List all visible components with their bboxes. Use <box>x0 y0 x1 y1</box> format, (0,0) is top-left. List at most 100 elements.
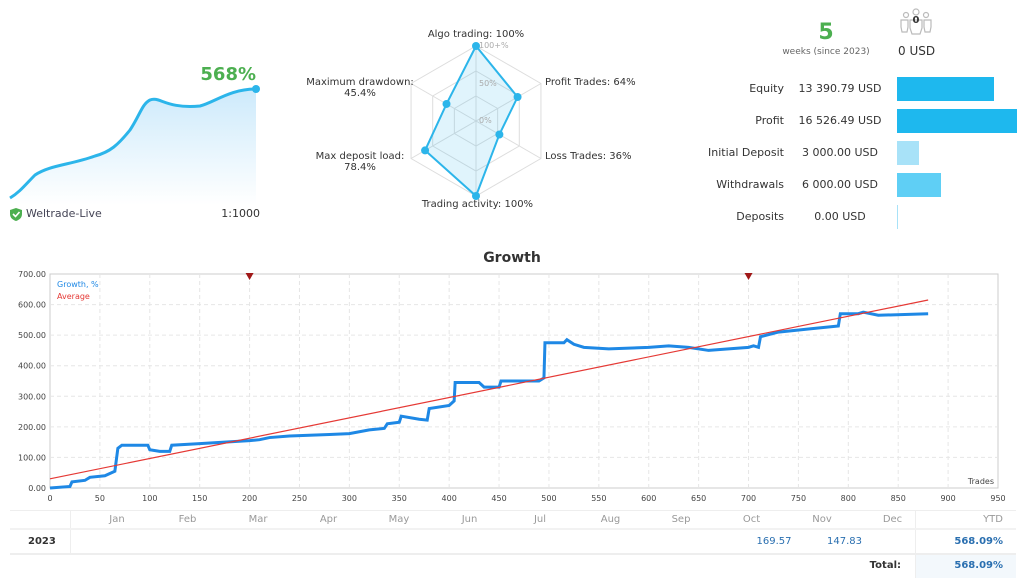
month-header: Sep <box>671 514 691 525</box>
stat-bar <box>897 205 898 229</box>
growth-percent: 568% <box>200 64 256 85</box>
x-tick-label: 750 <box>791 494 806 503</box>
month-header: Jan <box>109 514 125 525</box>
month-header: Mar <box>248 514 268 525</box>
radar-label-loss: Loss Trades: 36% <box>545 151 632 162</box>
x-axis-label: Trades <box>967 477 994 486</box>
total-label: Total: <box>869 560 901 571</box>
chart-title: Growth <box>483 250 541 266</box>
x-tick-label: 50 <box>95 494 105 503</box>
x-tick-label: 700 <box>741 494 756 503</box>
y-tick-label: 300.00 <box>18 392 46 401</box>
mini-growth-chart <box>9 85 260 205</box>
radar-axis <box>475 83 542 122</box>
radar-point <box>513 93 522 101</box>
y-tick-label: 200.00 <box>18 423 46 432</box>
series-line-growth <box>49 310 929 490</box>
month-header: May <box>388 514 410 525</box>
stat-bar <box>897 109 1017 133</box>
verified-shield-icon <box>10 208 22 221</box>
radar-point <box>472 42 480 50</box>
ytd-header: YTD <box>983 514 1003 525</box>
row-year: 2023 <box>28 536 56 547</box>
radar-label-drawdown: Maximum drawdown: 45.4% <box>306 77 414 99</box>
weeks-count: 5 <box>818 20 834 45</box>
x-tick-label: 350 <box>392 494 407 503</box>
stat-value: 0.00 USD <box>814 210 866 223</box>
month-header: Jul <box>533 514 547 525</box>
stat-bar <box>897 77 995 101</box>
event-marker <box>245 273 254 280</box>
subscribers-funds: 0 USD <box>898 44 936 58</box>
x-tick-label: 100 <box>142 494 157 503</box>
radar-label-deposit-load: Max deposit load: 78.4% <box>315 151 405 173</box>
radar-point <box>442 99 451 108</box>
stat-label: Withdrawals <box>716 178 784 191</box>
x-tick-label: 450 <box>491 494 506 503</box>
legend-entry: Average <box>57 292 90 301</box>
month-header: Dec <box>882 514 903 525</box>
radar-shape <box>423 44 519 198</box>
event-marker <box>744 273 753 280</box>
stat-label: Profit <box>755 114 784 127</box>
broker-link[interactable]: Weltrade-Live <box>26 207 102 220</box>
x-tick-label: 500 <box>541 494 556 503</box>
stat-bar <box>897 141 919 165</box>
radar-label-profit: Profit Trades: 64% <box>545 77 636 88</box>
x-tick-label: 250 <box>292 494 307 503</box>
stat-value: 13 390.79 USD <box>798 82 882 95</box>
month-header: Nov <box>812 514 832 525</box>
month-header: Aug <box>600 514 621 525</box>
radar-chart <box>410 42 542 200</box>
x-tick-label: 0 <box>47 494 52 503</box>
month-value[interactable]: 147.83 <box>827 536 862 547</box>
month-value[interactable]: 169.57 <box>756 536 792 547</box>
month-header: Feb <box>178 514 197 525</box>
subscribers-count: 0 <box>912 15 920 26</box>
stat-value: 3 000.00 USD <box>802 146 878 159</box>
stat-label: Equity <box>749 82 784 95</box>
month-header: Oct <box>742 514 761 525</box>
leverage: 1:1000 <box>221 207 260 220</box>
y-tick-label: 500.00 <box>18 331 46 340</box>
y-tick-label: 100.00 <box>18 453 46 462</box>
x-tick-label: 650 <box>691 494 706 503</box>
x-tick-label: 600 <box>641 494 656 503</box>
month-header: Apr <box>319 514 338 525</box>
growth-chart: 0 50 100 150 200 250 300 350 400 450 500 550 600 650 7… <box>18 270 1006 503</box>
total-value: 568.09% <box>954 560 1003 571</box>
radar-tick: 100+% <box>479 41 509 50</box>
radar-tick: 0% <box>479 116 492 125</box>
stat-bar <box>897 173 941 197</box>
series-line-average <box>49 299 929 480</box>
x-tick-label: 900 <box>940 494 955 503</box>
radar-label-algo: Algo trading: 100% <box>427 29 525 40</box>
radar-point <box>472 192 480 200</box>
y-tick-label: 600.00 <box>18 301 46 310</box>
stat-value: 16 526.49 USD <box>798 114 882 127</box>
y-tick-label: 700.00 <box>18 270 46 279</box>
x-tick-label: 800 <box>841 494 856 503</box>
y-tick-label: 400.00 <box>18 362 46 371</box>
row-ytd: 568.09% <box>954 536 1003 547</box>
x-tick-label: 950 <box>990 494 1005 503</box>
x-tick-label: 850 <box>891 494 906 503</box>
weeks-label: weeks (since 2023) <box>782 47 870 57</box>
subscribers-icon <box>900 8 932 35</box>
x-tick-label: 400 <box>442 494 457 503</box>
plot-area <box>49 273 999 489</box>
radar-point <box>495 130 504 139</box>
radar-tick: 50% <box>479 79 497 88</box>
stat-label: Initial Deposit <box>708 146 784 159</box>
y-tick-label: 0.00 <box>28 484 46 493</box>
legend-entry: Growth, % <box>57 280 99 289</box>
x-tick-label: 550 <box>591 494 606 503</box>
radar-point <box>421 146 430 155</box>
month-header: Jun <box>461 514 478 525</box>
x-tick-label: 200 <box>242 494 257 503</box>
x-tick-label: 150 <box>192 494 207 503</box>
radar-label-activity: Trading activity: 100% <box>421 199 534 210</box>
stat-value: 6 000.00 USD <box>802 178 878 191</box>
stat-label: Deposits <box>736 210 784 223</box>
radar-axis <box>475 120 542 159</box>
